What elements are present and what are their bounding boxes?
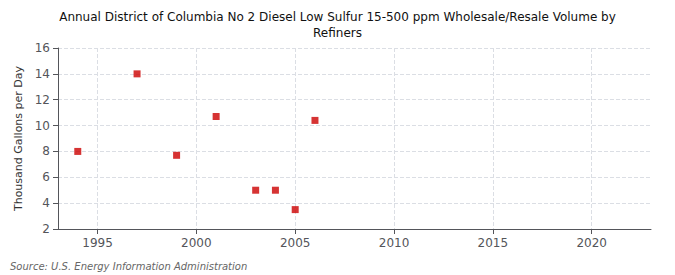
svg-text:6: 6 [42,170,50,184]
svg-text:12: 12 [35,93,50,107]
svg-text:2: 2 [42,222,50,236]
svg-text:10: 10 [35,119,50,133]
svg-text:2015: 2015 [478,236,509,250]
svg-text:2000: 2000 [181,236,212,250]
svg-text:8: 8 [42,144,50,158]
svg-text:4: 4 [42,196,50,210]
svg-text:14: 14 [35,67,50,81]
svg-text:2005: 2005 [280,236,311,250]
svg-text:2010: 2010 [379,236,410,250]
svg-text:Annual District of Columbia No: Annual District of Columbia No 2 Diesel … [59,10,616,24]
svg-text:Refiners: Refiners [313,26,362,40]
svg-text:16: 16 [35,41,50,55]
svg-text:Thousand Gallons per Day: Thousand Gallons per Day [12,65,25,212]
svg-text:Source: U.S. Energy Informatio: Source: U.S. Energy Information Administ… [10,261,247,272]
svg-text:2020: 2020 [576,236,607,250]
svg-text:1995: 1995 [82,236,113,250]
